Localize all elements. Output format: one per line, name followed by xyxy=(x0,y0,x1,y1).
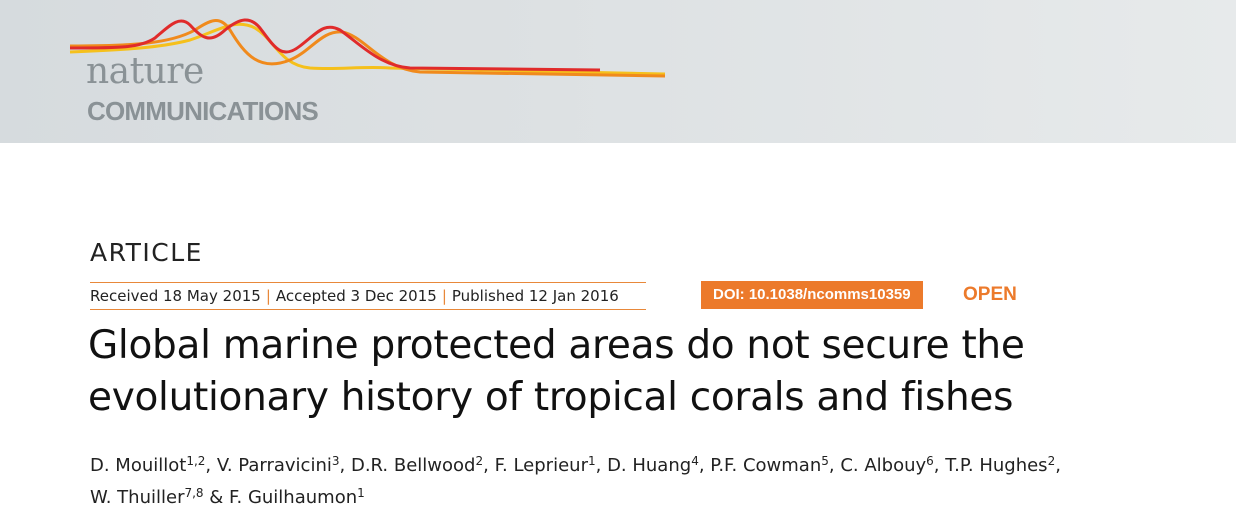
author-name[interactable]: T.P. Hughes xyxy=(945,455,1048,476)
author-affiliation[interactable]: 5 xyxy=(821,454,829,468)
author-separator: , xyxy=(595,455,608,476)
author-name[interactable]: D. Huang xyxy=(607,455,692,476)
accepted-date: Accepted 3 Dec 2015 xyxy=(275,287,437,305)
author-separator: , xyxy=(1055,455,1061,476)
author-affiliation[interactable]: 1 xyxy=(587,454,596,468)
author-affiliation[interactable]: 1 xyxy=(357,486,365,500)
author-separator: , xyxy=(205,455,217,476)
date-separator: | xyxy=(265,287,271,305)
title-line-2: evolutionary history of tropical corals … xyxy=(88,375,1014,420)
author-separator: & xyxy=(203,487,230,508)
journal-logo-waves xyxy=(69,18,666,78)
logo-wave-orange xyxy=(69,19,666,78)
article-type-label: ARTICLE xyxy=(90,238,203,267)
author-name[interactable]: F. Guilhaumon xyxy=(229,487,358,508)
brand-nature-wordmark[interactable]: nature xyxy=(86,51,204,92)
author-affiliation[interactable]: 3 xyxy=(331,454,340,468)
author-name[interactable]: D.R. Bellwood xyxy=(350,455,476,476)
author-affiliation[interactable]: 6 xyxy=(926,454,934,468)
author-separator: , xyxy=(828,455,841,476)
author-separator: , xyxy=(339,455,351,476)
author-name[interactable]: P.F. Cowman xyxy=(710,455,822,476)
published-date: Published 12 Jan 2016 xyxy=(451,287,619,305)
received-date: Received 18 May 2015 xyxy=(90,287,261,305)
logo-wave-red xyxy=(69,18,601,72)
author-name[interactable]: W. Thuiller xyxy=(90,487,185,508)
brand-communications-wordmark[interactable]: COMMUNICATIONS xyxy=(87,96,319,126)
author-name[interactable]: F. Leprieur xyxy=(494,455,588,476)
article-title: Global marine protected areas do not sec… xyxy=(88,320,1208,424)
author-affiliation[interactable]: 4 xyxy=(691,454,699,468)
open-access-label: OPEN xyxy=(963,284,1017,305)
date-separator: | xyxy=(441,287,447,305)
author-affiliation[interactable]: 2 xyxy=(475,454,484,468)
author-separator: , xyxy=(933,455,946,476)
doi-badge[interactable]: DOI: 10.1038/ncomms10359 xyxy=(701,281,923,309)
author-affiliation[interactable]: 1,2 xyxy=(186,454,206,468)
title-line-1: Global marine protected areas do not sec… xyxy=(88,323,1025,368)
author-name[interactable]: D. Mouillot xyxy=(90,455,187,476)
author-affiliation[interactable]: 7,8 xyxy=(184,486,204,500)
logo-wave-yellow xyxy=(69,22,666,76)
publication-dates: Received 18 May 2015 | Accepted 3 Dec 2015… xyxy=(90,282,646,310)
author-name[interactable]: V. Parravicini xyxy=(216,455,332,476)
journal-masthead: nature COMMUNICATIONS xyxy=(0,0,1236,143)
author-list: D. Mouillot1,2, V. Parravicini3, D.R. Be… xyxy=(90,450,1210,514)
author-separator: , xyxy=(483,455,495,476)
author-affiliation[interactable]: 2 xyxy=(1047,454,1056,468)
author-separator: , xyxy=(698,455,711,476)
author-name[interactable]: C. Albouy xyxy=(840,455,927,476)
